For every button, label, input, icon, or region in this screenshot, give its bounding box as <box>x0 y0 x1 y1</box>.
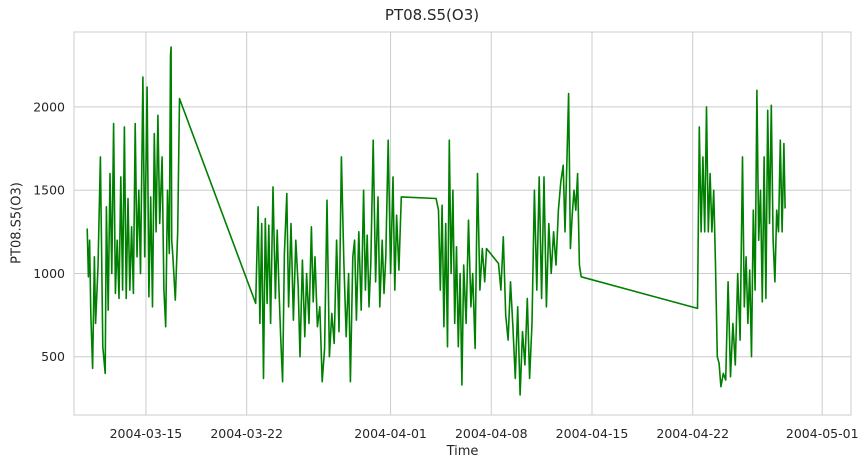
series-line <box>86 46 786 396</box>
x-tick-label: 2004-03-15 <box>110 426 183 441</box>
y-tick-label: 2000 <box>33 99 65 114</box>
x-tick-label: 2004-04-08 <box>455 426 528 441</box>
series-layer <box>86 46 786 396</box>
chart-title: PT08.S5(O3) <box>384 6 480 24</box>
x-tick-label: 2004-04-01 <box>354 426 427 441</box>
x-tick-label: 2004-04-22 <box>656 426 729 441</box>
grid <box>74 32 851 415</box>
x-axis-label: Time <box>446 444 479 459</box>
x-axis-ticks: 2004-03-15 2004-03-22 2004-04-01 2004-04-08… <box>110 426 859 441</box>
x-tick-label: 2004-05-01 <box>786 426 859 441</box>
y-tick-label: 500 <box>41 349 65 364</box>
x-tick-label: 2004-03-22 <box>210 426 283 441</box>
x-tick-label: 2004-04-15 <box>556 426 629 441</box>
plot-frame <box>73 31 852 416</box>
y-tick-label: 1000 <box>33 266 65 281</box>
y-axis-ticks: 500 1000 1500 2000 <box>33 99 65 364</box>
y-tick-label: 1500 <box>33 183 65 198</box>
